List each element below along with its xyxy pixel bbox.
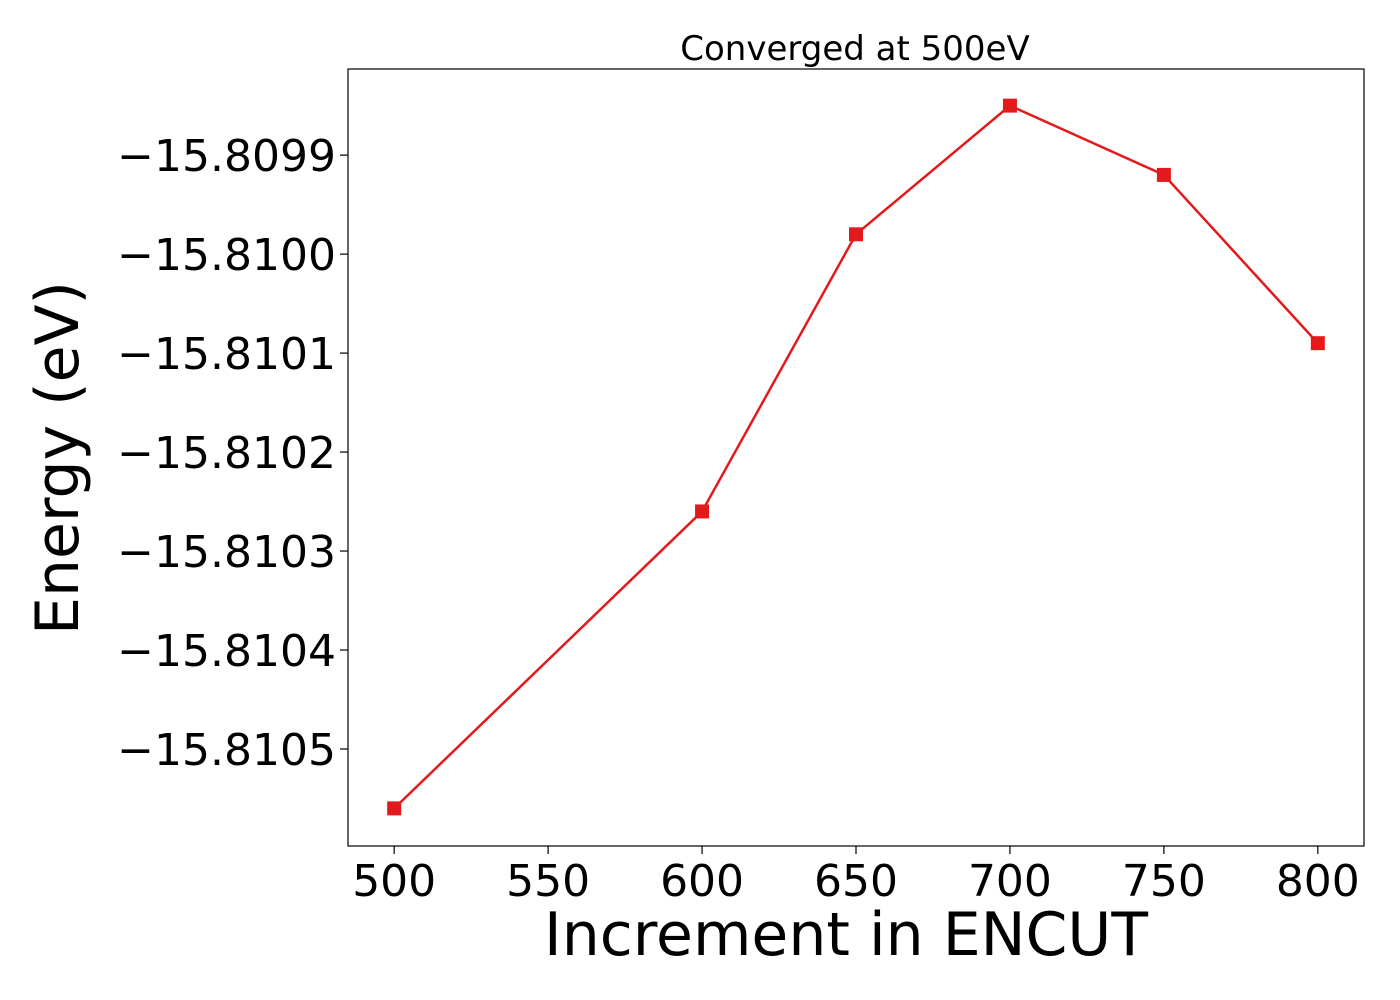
- y-tick-label: −15.8103: [117, 527, 336, 578]
- series-layer: [387, 98, 1325, 816]
- data-point: [387, 801, 402, 816]
- x-axis: 500 550 600 650 700 750 800: [352, 846, 1360, 907]
- y-axis-label: Energy (eV): [23, 281, 93, 635]
- plot-frame: [347, 68, 1365, 847]
- x-tick-label: 700: [968, 856, 1052, 907]
- data-point: [849, 227, 863, 242]
- data-point: [1002, 98, 1017, 113]
- x-axis-label: Increment in ENCUT: [544, 900, 1148, 970]
- x-tick-label: 800: [1276, 856, 1360, 907]
- y-tick-label: −15.8101: [117, 329, 336, 380]
- x-tick-label: 750: [1122, 856, 1206, 907]
- data-point: [1310, 336, 1325, 351]
- y-tick-label: −15.8104: [117, 626, 336, 677]
- series-line: [393, 104, 1319, 810]
- y-tick-label: −15.8105: [117, 725, 336, 776]
- y-tick-label: −15.8099: [117, 131, 336, 182]
- y-tick-label: −15.8102: [117, 428, 336, 479]
- y-tick-label: −15.8100: [117, 230, 336, 281]
- x-tick-label: 600: [660, 856, 744, 907]
- y-axis: −15.8105 −15.8104 −15.8103 −15.8102 −15.8101…: [117, 131, 348, 776]
- chart-title: Converged at 500eV: [680, 29, 1029, 69]
- data-point: [1156, 167, 1171, 182]
- x-tick-label: 650: [814, 856, 898, 907]
- x-tick-label: 500: [352, 856, 436, 907]
- data-point: [695, 504, 710, 519]
- x-tick-label: 550: [506, 856, 590, 907]
- plot-area: [347, 68, 1365, 847]
